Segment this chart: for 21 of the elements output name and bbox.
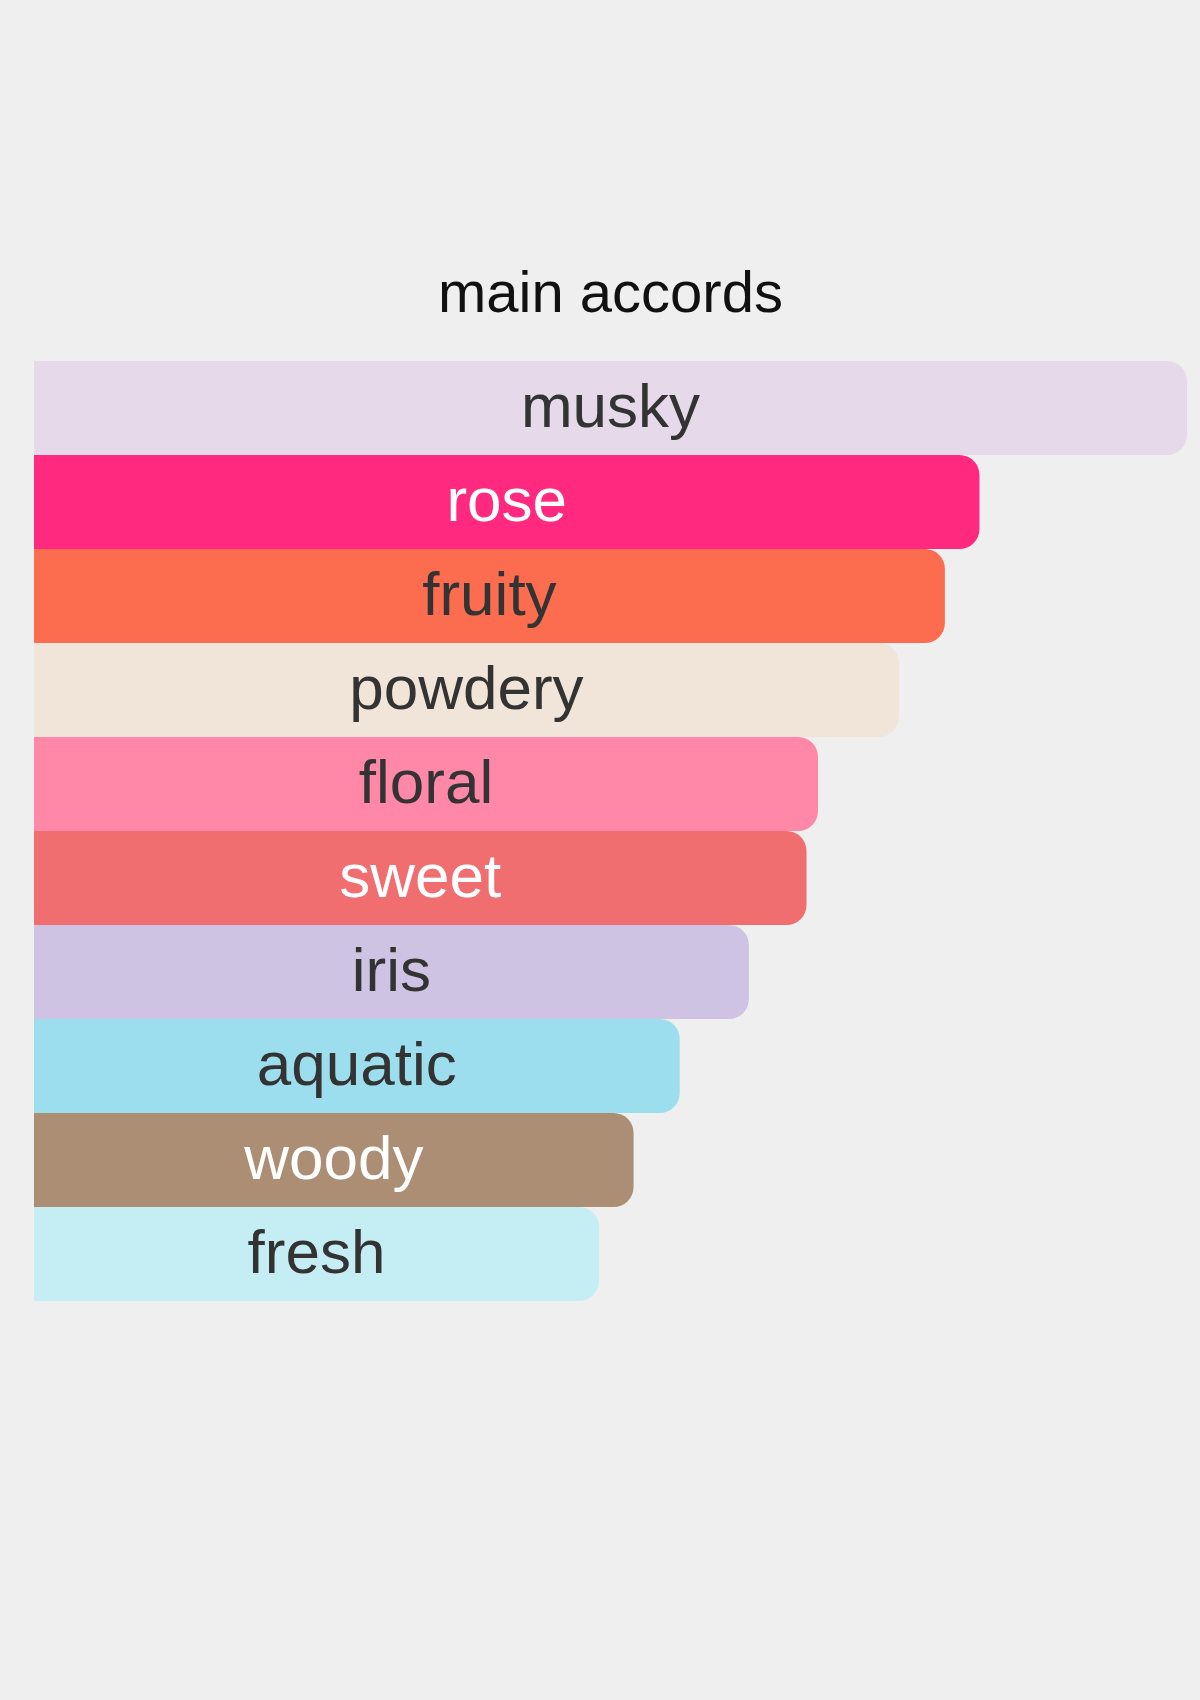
bar — [34, 831, 807, 925]
chart-title: main accords — [437, 259, 784, 324]
bar — [34, 361, 1187, 455]
y-tick-label: woody — [243, 1122, 424, 1192]
y-tick-label: fruity — [422, 558, 557, 628]
y-tick-label: rose — [446, 464, 568, 534]
bar — [34, 643, 899, 737]
bar — [34, 455, 980, 549]
bar — [34, 549, 945, 643]
y-tick-label: musky — [520, 370, 701, 440]
bar — [34, 925, 749, 1019]
y-tick-label: sweet — [339, 840, 502, 910]
bar — [34, 1207, 599, 1301]
bar — [34, 737, 819, 831]
y-tick-label: aquatic — [256, 1028, 457, 1098]
y-tick-label: powdery — [349, 652, 584, 722]
y-tick-label: iris — [351, 934, 432, 1004]
bar — [34, 1019, 680, 1113]
y-tick-label: floral — [358, 746, 494, 816]
y-tick-label: fresh — [247, 1216, 386, 1286]
bar — [34, 1113, 634, 1207]
